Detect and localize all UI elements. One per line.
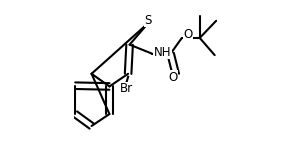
Text: Br: Br bbox=[120, 82, 133, 95]
Text: NH: NH bbox=[153, 46, 171, 59]
Text: S: S bbox=[145, 14, 152, 27]
Text: O: O bbox=[168, 71, 178, 84]
Text: O: O bbox=[183, 28, 193, 41]
